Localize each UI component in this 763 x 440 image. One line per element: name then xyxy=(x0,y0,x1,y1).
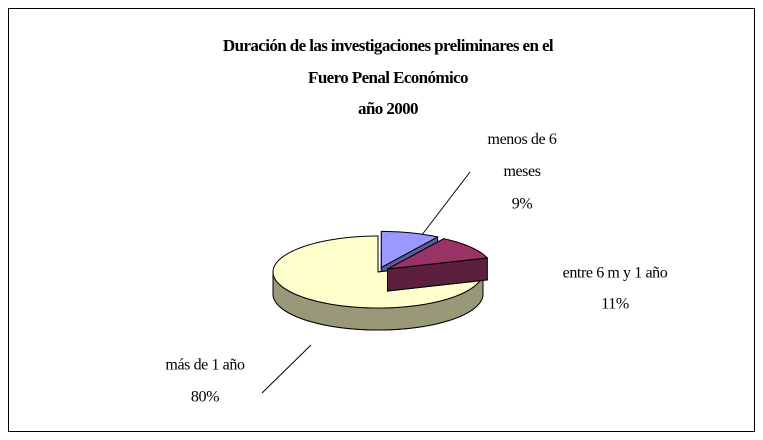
pie xyxy=(272,230,489,331)
slice-top xyxy=(380,230,440,269)
value-label: 9% xyxy=(512,196,533,213)
chart-title: Duración de las investigaciones prelimin… xyxy=(223,36,554,55)
category-label: menos de 6 meses xyxy=(488,131,557,180)
leader-line xyxy=(261,344,312,394)
category-label: entre 6 m y 1 año xyxy=(563,265,668,282)
chart-title: año 2000 xyxy=(358,99,418,118)
chart-title: Fuero Penal Económico xyxy=(308,68,468,87)
category-label: más de 1 año xyxy=(165,357,245,374)
chart-frame xyxy=(8,8,755,432)
slice-top xyxy=(387,238,489,270)
leader-line xyxy=(417,171,471,241)
category-label-line: meses xyxy=(503,163,540,180)
slice-top xyxy=(272,235,484,309)
value-label: 80% xyxy=(191,389,219,406)
slice xyxy=(386,237,489,292)
category-label-line: menos de 6 xyxy=(488,131,557,148)
value-label: 11% xyxy=(601,296,629,313)
